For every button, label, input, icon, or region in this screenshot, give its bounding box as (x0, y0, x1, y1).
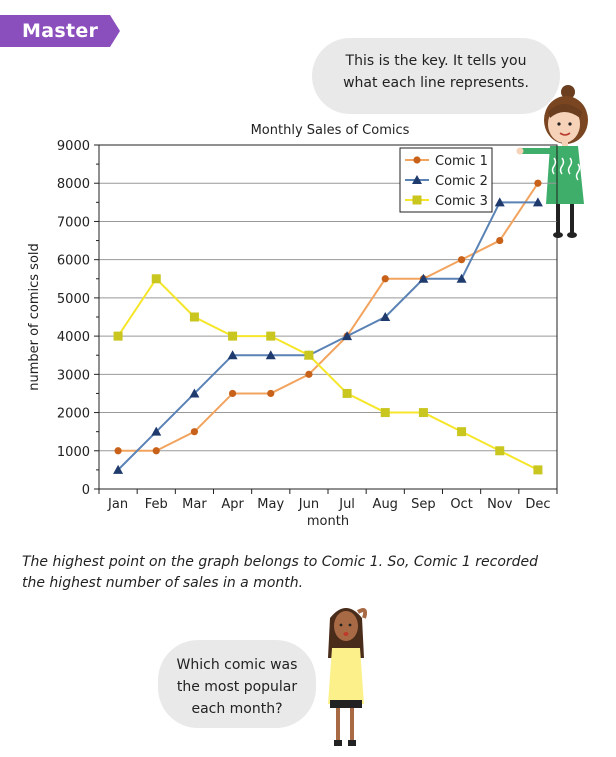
y-tick-label: 8000 (57, 177, 90, 192)
data-point-comic-2 (151, 426, 162, 436)
data-point-comic-2 (418, 273, 429, 283)
narration-text: The highest point on the graph belongs t… (22, 552, 582, 594)
y-tick-label: 0 (82, 483, 90, 498)
x-tick-label: Apr (221, 497, 244, 512)
series-line-comic-1 (118, 182, 539, 452)
data-point-comic-3 (266, 331, 276, 341)
bubble-question-line2: the most popular (176, 679, 298, 695)
data-point-comic-1 (457, 256, 466, 264)
y-tick-label: 4000 (57, 330, 90, 345)
data-point-comic-1 (534, 179, 542, 187)
data-point-comic-2 (113, 464, 124, 474)
bubble-key-line1: This is the key. It tells you (345, 53, 527, 69)
legend-marker (412, 195, 422, 205)
series-line-comic-3 (117, 277, 539, 471)
chart-title: Monthly Sales of Comics (251, 123, 410, 138)
x-tick-label: Dec (525, 497, 550, 512)
data-point-comic-3 (457, 427, 467, 437)
data-point-comic-1 (381, 275, 389, 283)
girl-thinking-illustration (328, 608, 368, 746)
speech-bubble-question: Which comic was the most popular each mo… (158, 640, 316, 728)
data-point-comic-3 (304, 350, 314, 360)
data-point-comic-1 (114, 447, 122, 455)
data-point-comic-3 (113, 331, 123, 341)
data-point-comic-2 (456, 273, 467, 283)
data-point-comic-3 (418, 408, 428, 418)
legend-label: Comic 1 (435, 154, 488, 169)
line-chart: Monthly Sales of Comics 0 1000 2000 3000 400… (27, 123, 558, 529)
chart-legend: Comic 1 Comic 2 Comic 3 (399, 147, 493, 213)
y-tick-label: 1000 (57, 445, 90, 460)
x-tick-label: Mar (182, 497, 207, 512)
data-point-comic-1 (305, 370, 313, 378)
x-tick-label: Feb (145, 497, 168, 512)
banner-arrow (110, 15, 121, 47)
data-point-comic-2 (532, 197, 543, 207)
x-tick-label: Aug (373, 497, 398, 512)
y-tick-label: 9000 (57, 139, 90, 154)
x-tick-label: Nov (487, 497, 513, 512)
data-point-comic-3 (342, 388, 352, 398)
chart-series (113, 179, 543, 475)
data-point-comic-1 (228, 389, 237, 398)
series-line-comic-2 (117, 201, 538, 471)
y-tick-label: 5000 (57, 292, 90, 307)
data-point-comic-3 (228, 331, 238, 341)
data-point-comic-3 (533, 465, 543, 475)
data-point-comic-3 (189, 312, 199, 322)
banner-label: Master (0, 15, 111, 47)
y-tick-label: 2000 (57, 407, 90, 422)
legend-marker (413, 156, 421, 164)
y-tick-label: 3000 (57, 368, 90, 383)
bubble-key-line2: what each line represents. (343, 75, 529, 91)
data-point-comic-1 (267, 389, 275, 398)
legend-label: Comic 2 (435, 174, 488, 189)
data-point-comic-1 (152, 447, 160, 455)
legend-label: Comic 3 (435, 194, 488, 209)
x-tick-label: Jun (298, 497, 319, 512)
x-tick-label: Sep (411, 497, 436, 512)
x-axis-label: month (307, 514, 349, 529)
data-point-comic-2 (189, 388, 200, 398)
data-point-comic-2 (494, 197, 505, 207)
data-point-comic-2 (380, 312, 391, 321)
bubble-question-line1: Which comic was (176, 657, 298, 673)
y-axis-label: number of comics sold (27, 243, 42, 391)
y-axis-ticks: 0 1000 2000 3000 4000 5000 6000 7000 8000 9000 (57, 139, 99, 498)
x-axis-ticks: Jan Feb Mar Apr May Jun Jul Aug Sep Oct Nov Dec (98, 489, 558, 512)
narration-line2: the highest number of sales in a month. (22, 575, 304, 591)
data-point-comic-1 (190, 428, 199, 436)
section-banner: Master (0, 15, 121, 47)
x-tick-label: Oct (450, 497, 472, 512)
narration-line1: The highest point on the graph belongs t… (22, 554, 539, 570)
data-point-comic-3 (151, 274, 161, 284)
speech-bubble-key: This is the key. It tells you what each … (312, 38, 560, 114)
data-point-comic-1 (496, 236, 504, 245)
data-point-comic-2 (227, 350, 238, 360)
bubble-question-line3: each month? (191, 701, 283, 717)
y-tick-label: 6000 (57, 254, 90, 269)
data-point-comic-2 (265, 350, 276, 360)
data-point-comic-3 (495, 446, 505, 456)
legend-marker (412, 175, 422, 184)
x-tick-label: Jul (338, 497, 355, 512)
y-tick-label: 7000 (57, 215, 90, 230)
data-point-comic-2 (342, 331, 353, 341)
x-tick-label: May (257, 497, 284, 512)
girl-pointing-illustration (516, 85, 588, 238)
data-point-comic-3 (380, 408, 390, 418)
plot-area-frame (98, 144, 558, 490)
x-tick-label: Jan (107, 497, 128, 512)
